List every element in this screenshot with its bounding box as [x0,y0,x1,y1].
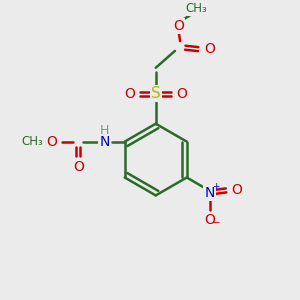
Text: −: − [212,218,220,228]
Text: O: O [231,183,242,197]
Text: +: + [212,182,220,191]
Text: O: O [173,19,184,33]
Text: O: O [204,42,215,56]
Text: S: S [151,86,160,101]
Text: H: H [100,124,109,137]
Text: O: O [46,135,57,148]
Text: N: N [99,135,110,148]
Text: O: O [177,87,188,100]
Text: O: O [73,160,84,174]
Text: O: O [204,213,215,226]
Text: O: O [124,87,135,100]
Text: CH₃: CH₃ [22,135,43,148]
Text: N: N [205,186,215,200]
Text: CH₃: CH₃ [185,2,207,16]
